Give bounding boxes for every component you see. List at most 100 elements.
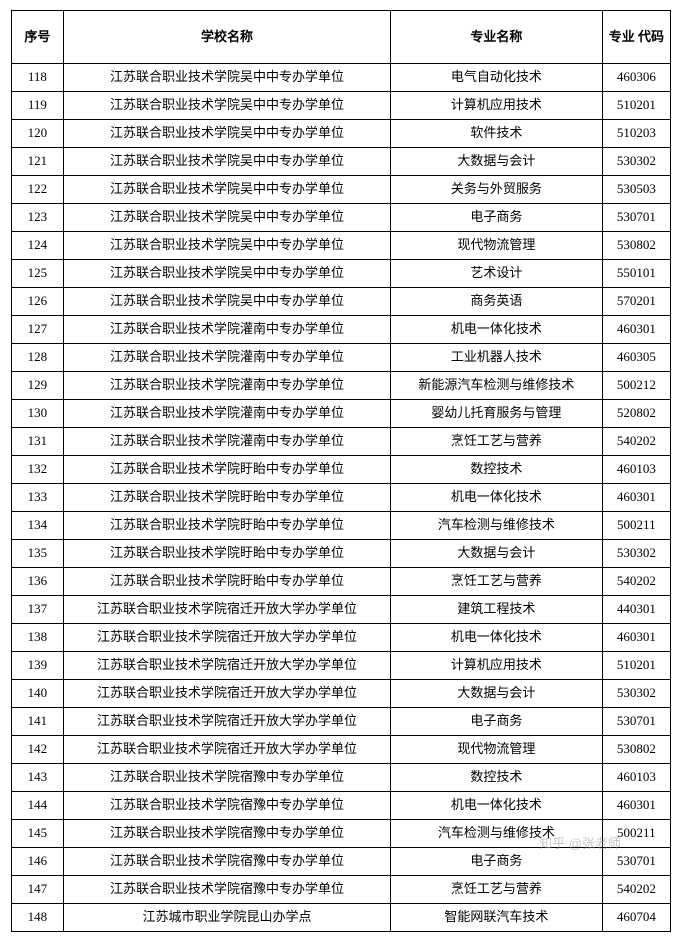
table-row: 134江苏联合职业技术学院盱眙中专办学单位汽车检测与维修技术500211 (11, 512, 670, 540)
cell-code: 460301 (603, 624, 670, 652)
cell-major: 烹饪工艺与营养 (390, 568, 602, 596)
cell-code: 510201 (603, 92, 670, 120)
table-row: 118江苏联合职业技术学院吴中中专办学单位电气自动化技术460306 (11, 64, 670, 92)
cell-school: 江苏联合职业技术学院吴中中专办学单位 (64, 260, 390, 288)
table-row: 144江苏联合职业技术学院宿豫中专办学单位机电一体化技术460301 (11, 792, 670, 820)
majors-table: 序号 学校名称 专业名称 专业 代码 118江苏联合职业技术学院吴中中专办学单位… (11, 10, 671, 932)
cell-seq: 126 (11, 288, 64, 316)
cell-school: 江苏联合职业技术学院吴中中专办学单位 (64, 92, 390, 120)
cell-code: 460301 (603, 484, 670, 512)
cell-school: 江苏联合职业技术学院宿迁开放大学办学单位 (64, 736, 390, 764)
table-row: 128江苏联合职业技术学院灌南中专办学单位工业机器人技术460305 (11, 344, 670, 372)
table-row: 137江苏联合职业技术学院宿迁开放大学办学单位建筑工程技术440301 (11, 596, 670, 624)
cell-school: 江苏联合职业技术学院吴中中专办学单位 (64, 204, 390, 232)
cell-code: 460306 (603, 64, 670, 92)
cell-school: 江苏城市职业学院昆山办学点 (64, 904, 390, 932)
cell-major: 电子商务 (390, 848, 602, 876)
cell-code: 530302 (603, 148, 670, 176)
cell-school: 江苏联合职业技术学院吴中中专办学单位 (64, 232, 390, 260)
cell-code: 530802 (603, 232, 670, 260)
table-row: 147江苏联合职业技术学院宿豫中专办学单位烹饪工艺与营养540202 (11, 876, 670, 904)
cell-seq: 120 (11, 120, 64, 148)
cell-major: 机电一体化技术 (390, 484, 602, 512)
table-row: 121江苏联合职业技术学院吴中中专办学单位大数据与会计530302 (11, 148, 670, 176)
table-row: 143江苏联合职业技术学院宿豫中专办学单位数控技术460103 (11, 764, 670, 792)
cell-school: 江苏联合职业技术学院宿迁开放大学办学单位 (64, 596, 390, 624)
cell-code: 460301 (603, 316, 670, 344)
table-row: 127江苏联合职业技术学院灌南中专办学单位机电一体化技术460301 (11, 316, 670, 344)
cell-school: 江苏联合职业技术学院盱眙中专办学单位 (64, 540, 390, 568)
cell-school: 江苏联合职业技术学院宿豫中专办学单位 (64, 764, 390, 792)
table-row: 123江苏联合职业技术学院吴中中专办学单位电子商务530701 (11, 204, 670, 232)
header-major: 专业名称 (390, 11, 602, 64)
cell-seq: 144 (11, 792, 64, 820)
cell-code: 530701 (603, 848, 670, 876)
cell-school: 江苏联合职业技术学院宿豫中专办学单位 (64, 792, 390, 820)
cell-seq: 127 (11, 316, 64, 344)
header-school: 学校名称 (64, 11, 390, 64)
cell-seq: 131 (11, 428, 64, 456)
cell-code: 570201 (603, 288, 670, 316)
cell-major: 烹饪工艺与营养 (390, 876, 602, 904)
cell-seq: 142 (11, 736, 64, 764)
cell-code: 530701 (603, 204, 670, 232)
cell-major: 计算机应用技术 (390, 92, 602, 120)
table-row: 129江苏联合职业技术学院灌南中专办学单位新能源汽车检测与维修技术500212 (11, 372, 670, 400)
cell-major: 工业机器人技术 (390, 344, 602, 372)
cell-school: 江苏联合职业技术学院吴中中专办学单位 (64, 148, 390, 176)
table-row: 131江苏联合职业技术学院灌南中专办学单位烹饪工艺与营养540202 (11, 428, 670, 456)
cell-code: 530302 (603, 680, 670, 708)
cell-major: 智能网联汽车技术 (390, 904, 602, 932)
cell-major: 软件技术 (390, 120, 602, 148)
cell-seq: 148 (11, 904, 64, 932)
cell-code: 510203 (603, 120, 670, 148)
cell-major: 艺术设计 (390, 260, 602, 288)
cell-code: 540202 (603, 876, 670, 904)
cell-major: 汽车检测与维修技术 (390, 820, 602, 848)
table-row: 126江苏联合职业技术学院吴中中专办学单位商务英语570201 (11, 288, 670, 316)
cell-school: 江苏联合职业技术学院盱眙中专办学单位 (64, 568, 390, 596)
cell-seq: 139 (11, 652, 64, 680)
cell-major: 汽车检测与维修技术 (390, 512, 602, 540)
cell-school: 江苏联合职业技术学院吴中中专办学单位 (64, 176, 390, 204)
cell-seq: 124 (11, 232, 64, 260)
table-row: 145江苏联合职业技术学院宿豫中专办学单位汽车检测与维修技术500211 (11, 820, 670, 848)
cell-code: 520802 (603, 400, 670, 428)
cell-seq: 128 (11, 344, 64, 372)
cell-seq: 137 (11, 596, 64, 624)
cell-major: 机电一体化技术 (390, 792, 602, 820)
cell-school: 江苏联合职业技术学院盱眙中专办学单位 (64, 484, 390, 512)
cell-code: 500211 (603, 820, 670, 848)
cell-seq: 121 (11, 148, 64, 176)
cell-major: 建筑工程技术 (390, 596, 602, 624)
cell-code: 460301 (603, 792, 670, 820)
cell-seq: 146 (11, 848, 64, 876)
cell-seq: 133 (11, 484, 64, 512)
cell-seq: 134 (11, 512, 64, 540)
table-row: 122江苏联合职业技术学院吴中中专办学单位关务与外贸服务530503 (11, 176, 670, 204)
cell-code: 460103 (603, 456, 670, 484)
cell-major: 机电一体化技术 (390, 316, 602, 344)
cell-seq: 143 (11, 764, 64, 792)
cell-major: 计算机应用技术 (390, 652, 602, 680)
cell-seq: 132 (11, 456, 64, 484)
cell-school: 江苏联合职业技术学院灌南中专办学单位 (64, 400, 390, 428)
cell-major: 烹饪工艺与营养 (390, 428, 602, 456)
cell-school: 江苏联合职业技术学院宿迁开放大学办学单位 (64, 708, 390, 736)
table-row: 130江苏联合职业技术学院灌南中专办学单位婴幼儿托育服务与管理520802 (11, 400, 670, 428)
cell-school: 江苏联合职业技术学院灌南中专办学单位 (64, 428, 390, 456)
header-seq: 序号 (11, 11, 64, 64)
cell-major: 电子商务 (390, 204, 602, 232)
cell-major: 电气自动化技术 (390, 64, 602, 92)
cell-code: 550101 (603, 260, 670, 288)
cell-seq: 122 (11, 176, 64, 204)
cell-seq: 136 (11, 568, 64, 596)
cell-major: 婴幼儿托育服务与管理 (390, 400, 602, 428)
cell-seq: 125 (11, 260, 64, 288)
table-row: 139江苏联合职业技术学院宿迁开放大学办学单位计算机应用技术510201 (11, 652, 670, 680)
cell-major: 现代物流管理 (390, 736, 602, 764)
table-row: 119江苏联合职业技术学院吴中中专办学单位计算机应用技术510201 (11, 92, 670, 120)
cell-code: 540202 (603, 568, 670, 596)
table-row: 133江苏联合职业技术学院盱眙中专办学单位机电一体化技术460301 (11, 484, 670, 512)
cell-major: 电子商务 (390, 708, 602, 736)
